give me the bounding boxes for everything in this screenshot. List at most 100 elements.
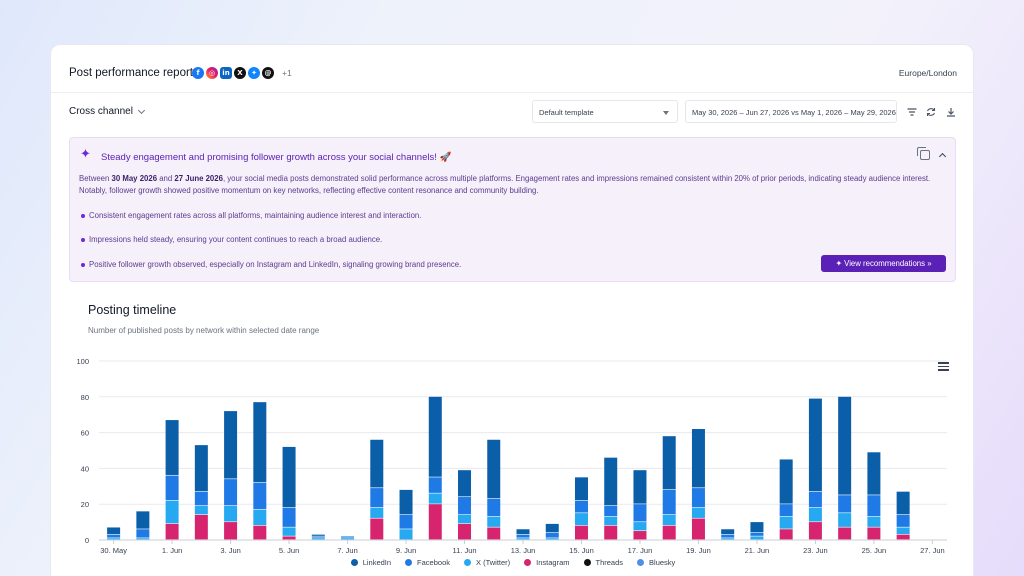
bar-segment — [808, 507, 822, 522]
bar-segment — [633, 531, 647, 540]
legend-item-instagram[interactable]: Instagram — [524, 558, 570, 567]
bar-segment — [487, 498, 501, 517]
x-tick-label: 13. Jun — [511, 546, 536, 555]
x-tick-label: 11. Jun — [452, 546, 476, 555]
bar-segment — [691, 507, 705, 518]
filter-bar: Cross channel Default template May 30, 2… — [51, 93, 973, 131]
linkedin-icon: in — [220, 67, 232, 79]
x-tick-label: 9. Jun — [396, 546, 416, 555]
bar-segment — [662, 489, 676, 515]
x-twitter-icon: X — [234, 67, 246, 79]
bar-segment — [867, 516, 881, 527]
date-range-picker[interactable]: May 30, 2026 – Jun 27, 2026 vs May 1, 20… — [685, 100, 897, 123]
legend-label: Facebook — [417, 558, 450, 567]
bar-segment — [808, 398, 822, 492]
bar-segment — [370, 507, 384, 518]
insight-date-end: 27 June 2026 — [174, 174, 223, 183]
bar-segment — [194, 514, 208, 540]
view-recommendations-button[interactable]: ✦ View recommendations » — [821, 255, 946, 272]
bar-segment — [253, 402, 267, 483]
chart-menu-icon[interactable] — [938, 362, 949, 371]
bar-segment — [545, 532, 559, 538]
more-networks-count: +1 — [282, 68, 292, 78]
x-tick-label: 15. Jun — [569, 546, 594, 555]
chart-legend: LinkedIn Facebook X (Twitter) Instagram … — [51, 558, 973, 567]
bar-segment — [224, 505, 238, 522]
bar-segment — [838, 527, 852, 540]
insight-bullet: Consistent engagement rates across all p… — [80, 211, 422, 220]
bar-segment — [867, 495, 881, 517]
legend-dot — [637, 559, 645, 566]
bar-segment — [224, 479, 238, 506]
chevron-up-icon[interactable] — [938, 152, 947, 161]
report-header: Post performance report f ◎ in X ✦ @ +1 … — [51, 45, 973, 93]
y-tick-label: 100 — [76, 357, 89, 366]
bar-segment — [341, 538, 355, 540]
bar-segment — [311, 538, 325, 540]
legend-item-bluesky[interactable]: Bluesky — [637, 558, 675, 567]
insight-text-2: and — [157, 174, 175, 183]
legend-label: LinkedIn — [362, 558, 392, 567]
bar-segment — [311, 534, 325, 536]
bar-segment — [691, 429, 705, 488]
bar-segment — [750, 532, 764, 536]
legend-item-linkedin[interactable]: LinkedIn — [350, 558, 392, 567]
y-tick-label: 60 — [81, 429, 89, 438]
network-icons[interactable]: f ◎ in X ✦ @ +1 — [192, 67, 292, 79]
refresh-button[interactable] — [925, 106, 937, 118]
facebook-icon: f — [192, 67, 204, 79]
bar-segment — [428, 396, 442, 477]
bar-segment — [428, 504, 442, 540]
legend-label: Instagram — [536, 558, 570, 567]
bar-segment — [516, 529, 530, 535]
date-range-value: May 30, 2026 – Jun 27, 2026 vs May 1, 20… — [692, 108, 896, 117]
bar-segment — [779, 504, 793, 517]
legend-item-x-twitter[interactable]: X (Twitter) — [463, 558, 510, 567]
bar-segment — [574, 500, 588, 513]
bar-segment — [604, 505, 618, 517]
bar-segment — [779, 529, 793, 540]
filter-button[interactable] — [906, 106, 918, 118]
bar-segment — [691, 488, 705, 508]
insight-tools — [917, 147, 947, 161]
filter-icon — [907, 108, 917, 116]
insight-summary: Between 30 May 2026 and 27 June 2026, yo… — [79, 173, 945, 197]
bar-segment — [574, 513, 588, 526]
legend-item-facebook[interactable]: Facebook — [405, 558, 450, 567]
bar-segment — [136, 511, 150, 529]
legend-item-threads[interactable]: Threads — [583, 558, 623, 567]
bar-segment — [662, 436, 676, 490]
channel-dropdown[interactable]: Cross channel — [69, 106, 145, 117]
bluesky-icon: ✦ — [248, 67, 260, 79]
template-select-value: Default template — [539, 108, 594, 117]
bar-segment — [136, 529, 150, 538]
bar-segment — [545, 523, 559, 533]
bar-segment — [721, 529, 735, 535]
bar-segment — [896, 491, 910, 515]
bar-segment — [253, 482, 267, 509]
bar-segment — [282, 536, 296, 540]
bar-segment — [282, 446, 296, 508]
template-select[interactable]: Default template — [532, 100, 678, 123]
bar-segment — [165, 523, 179, 540]
bar-segment — [750, 536, 764, 540]
posting-timeline-chart: 0 20 40 60 80 100 30. May 1. Jun 3. Jun 5. Jun 7. … — [76, 357, 947, 555]
chevron-down-icon — [137, 106, 145, 114]
bar-segment — [458, 523, 472, 540]
section-title: Posting timeline — [88, 303, 177, 317]
timezone-label: Europe/London — [898, 68, 957, 78]
section-subtitle: Number of published posts by network wit… — [88, 326, 320, 335]
bar-segment — [779, 516, 793, 529]
bar-segment — [224, 522, 238, 540]
bar-segment — [721, 534, 735, 538]
x-tick-label: 17. Jun — [628, 546, 653, 555]
legend-dot — [524, 559, 532, 566]
copy-icon[interactable] — [917, 147, 930, 160]
bar-segment — [662, 514, 676, 526]
caret-down-icon — [663, 111, 669, 115]
bar-segment — [107, 534, 121, 538]
bar-segment — [341, 536, 355, 538]
sparkle-icon: ✦ — [80, 147, 91, 162]
download-icon — [947, 108, 955, 117]
download-button[interactable] — [945, 106, 957, 118]
